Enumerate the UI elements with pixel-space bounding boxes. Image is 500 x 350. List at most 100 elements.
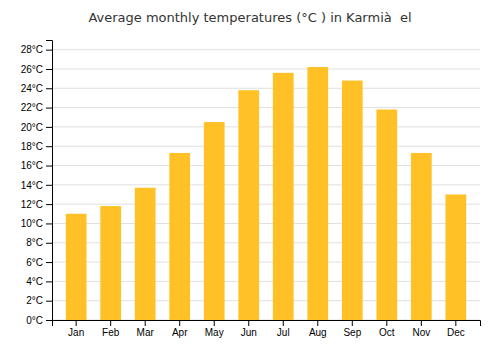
tick-mark: [110, 320, 111, 326]
bar: [204, 122, 225, 320]
bar: [307, 67, 328, 320]
tick-label: Jun: [241, 327, 257, 338]
tick-mark: [248, 320, 249, 326]
grid-line: [52, 126, 480, 127]
tick: 18°C: [21, 141, 52, 152]
tick-label: Mar: [137, 327, 155, 338]
tick-mark: [46, 69, 52, 70]
tick-label: 6°C: [26, 257, 43, 268]
tick: Nov: [412, 320, 430, 338]
title: Average monthly temperatures (°C ) in Ka…: [88, 10, 411, 25]
tick-mark: [386, 320, 387, 326]
chart: 0°C 2°C 4°C 6°C 8°C 10°C 12°C 14°C 16°C 18°C 20°C 2…: [0, 0, 500, 350]
tick: Apr: [172, 320, 188, 338]
tick-label: 18°C: [21, 141, 43, 152]
tick-label: 10°C: [21, 218, 43, 229]
tick-label: 0°C: [26, 315, 43, 326]
tick-mark: [46, 281, 52, 282]
tick-label: 24°C: [21, 83, 43, 94]
axis-line: [53, 321, 481, 327]
bar: [411, 153, 432, 320]
tick: Feb: [102, 320, 120, 338]
tick-label: 26°C: [21, 64, 43, 75]
bar: [342, 81, 363, 320]
tick: 8°C: [26, 237, 52, 248]
tick: 12°C: [21, 199, 52, 210]
tick: Jul: [277, 320, 290, 338]
tick: Mar: [137, 320, 155, 338]
tick-label: 12°C: [21, 199, 43, 210]
tick-mark: [317, 320, 318, 326]
bar: [169, 153, 190, 320]
tick: 14°C: [21, 180, 52, 191]
tick-mark: [46, 243, 52, 244]
tick-mark: [46, 204, 52, 205]
tick-mark: [421, 320, 422, 326]
tick-label: Sep: [343, 327, 361, 338]
plot: 0°C 2°C 4°C 6°C 8°C 10°C 12°C 14°C 16°C 18°C 20°C 2…: [21, 41, 481, 339]
tick: 6°C: [26, 257, 52, 268]
tick-label: 8°C: [26, 237, 43, 248]
bar: [273, 73, 294, 320]
grid-line: [52, 68, 480, 69]
tick: 0°C: [26, 315, 52, 326]
tick: Jan: [68, 320, 84, 338]
bar: [376, 110, 397, 320]
tick-label: 2°C: [26, 295, 43, 306]
bar: [66, 214, 87, 320]
x-axis: Jan Feb Mar Apr May Jun Jul Aug Sep Oct Nov Dec: [53, 320, 481, 338]
grid-line: [52, 146, 480, 147]
tick-label: Feb: [102, 327, 120, 338]
grid: [52, 50, 480, 320]
tick: Aug: [309, 320, 327, 338]
tick-label: Oct: [379, 327, 395, 338]
tick: Dec: [447, 320, 465, 338]
tick-mark: [76, 320, 77, 326]
tick-mark: [46, 108, 52, 109]
tick: Oct: [379, 320, 395, 338]
tick: 22°C: [21, 102, 52, 113]
tick-label: 28°C: [21, 44, 43, 55]
tick-label: Jul: [277, 327, 290, 338]
tick-mark: [46, 301, 52, 302]
tick-mark: [46, 262, 52, 263]
tick-label: 20°C: [21, 122, 43, 133]
tick: 10°C: [21, 218, 52, 229]
y-axis: 0°C 2°C 4°C 6°C 8°C 10°C 12°C 14°C 16°C 18°C 20°C 2…: [21, 41, 53, 326]
tick-label: Aug: [309, 327, 327, 338]
tick-mark: [46, 185, 52, 186]
grid-line: [52, 88, 480, 89]
tick-label: Dec: [447, 327, 465, 338]
tick-mark: [214, 320, 215, 326]
tick-label: 14°C: [21, 180, 43, 191]
tick: 16°C: [21, 160, 52, 171]
tick: May: [205, 320, 224, 338]
grid-line: [52, 49, 480, 50]
tick: 24°C: [21, 83, 52, 94]
tick-mark: [283, 320, 284, 326]
tick-label: Nov: [412, 327, 430, 338]
bars: [66, 67, 466, 320]
bar: [135, 188, 156, 320]
tick-mark: [179, 320, 180, 326]
tick-label: 16°C: [21, 160, 43, 171]
tick: 28°C: [21, 44, 52, 55]
tick-mark: [46, 166, 52, 167]
grid-line: [52, 107, 480, 108]
tick-label: 22°C: [21, 102, 43, 113]
tick-mark: [145, 320, 146, 326]
tick-mark: [46, 127, 52, 128]
tick: 20°C: [21, 122, 52, 133]
bar: [100, 206, 121, 320]
tick-mark: [46, 320, 52, 321]
bar: [238, 90, 259, 320]
tick: Sep: [343, 320, 361, 338]
axis-line: [46, 41, 53, 321]
tick-mark: [455, 320, 456, 326]
tick-mark: [46, 88, 52, 89]
tick-label: Apr: [172, 327, 188, 338]
tick-label: Jan: [68, 327, 84, 338]
tick: 4°C: [26, 276, 52, 287]
tick-mark: [352, 320, 353, 326]
tick-label: 4°C: [26, 276, 43, 287]
